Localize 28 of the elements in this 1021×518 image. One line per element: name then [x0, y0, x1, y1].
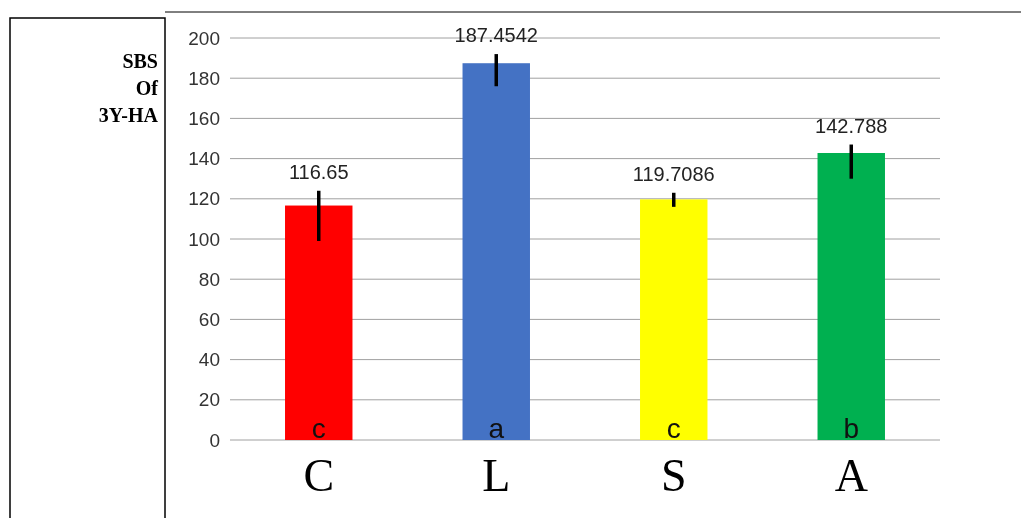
annotation: c — [666, 413, 681, 444]
y-tick-label: 80 — [198, 268, 220, 290]
y-tick-label: 200 — [188, 27, 220, 49]
bar — [285, 205, 353, 440]
y-tick-label: 60 — [198, 308, 220, 330]
data-label: 119.7086 — [632, 162, 715, 185]
bar — [462, 63, 530, 440]
annotation: b — [843, 413, 860, 444]
x-tick-label: L — [482, 449, 511, 501]
annotation: a — [488, 413, 505, 444]
data-label: 116.65 — [288, 160, 349, 183]
bar — [640, 199, 708, 440]
y-tick-label: 20 — [198, 389, 220, 411]
x-tick-label: A — [834, 449, 868, 501]
y-axis-title: SBS Of 3Y-HA — [98, 50, 159, 126]
x-tick-label: C — [303, 449, 335, 501]
y-tick-label: 160 — [188, 107, 220, 129]
y-tick-label: 140 — [188, 148, 220, 170]
bar — [817, 153, 885, 440]
y-tick-label: 180 — [188, 67, 220, 89]
y-tick-label: 120 — [188, 188, 220, 210]
y-tick-label: 40 — [198, 349, 220, 371]
data-label: 142.788 — [815, 114, 888, 137]
y-tick-label: 0 — [209, 429, 220, 451]
y-tick-label: 100 — [188, 228, 220, 250]
data-label: 187.4542 — [454, 24, 538, 47]
annotation: c — [311, 413, 326, 444]
x-tick-label: S — [660, 449, 687, 501]
